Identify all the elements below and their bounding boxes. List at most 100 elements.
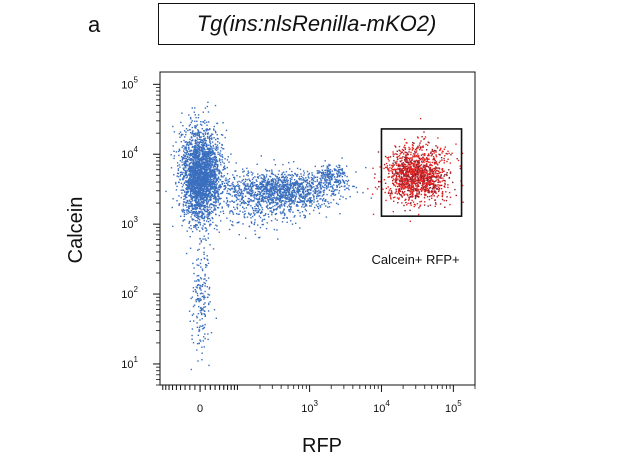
data-point — [391, 169, 394, 171]
data-point — [310, 179, 313, 181]
data-point — [201, 211, 203, 213]
data-point — [199, 319, 201, 321]
data-point — [427, 153, 430, 155]
data-point — [246, 183, 248, 185]
data-point — [300, 188, 302, 190]
data-point — [198, 205, 200, 207]
data-point — [278, 185, 280, 187]
data-point — [266, 196, 269, 198]
data-point — [216, 168, 219, 170]
data-point — [212, 171, 215, 173]
data-point — [212, 145, 214, 147]
data-point — [186, 180, 188, 183]
data-point — [226, 199, 229, 202]
data-point — [229, 212, 231, 214]
data-point — [297, 191, 299, 194]
data-point — [269, 191, 271, 193]
data-point — [336, 189, 338, 191]
data-point — [244, 202, 246, 204]
data-point — [210, 175, 212, 178]
data-point — [180, 196, 182, 199]
data-point — [309, 185, 312, 187]
data-point — [194, 144, 197, 146]
data-point — [340, 174, 342, 176]
data-point — [212, 197, 215, 200]
data-point — [265, 195, 267, 197]
data-point — [275, 213, 277, 215]
data-point — [269, 194, 272, 196]
data-point — [197, 178, 199, 180]
data-point — [184, 141, 186, 143]
data-point — [291, 187, 293, 189]
data-point — [198, 248, 200, 251]
data-point — [265, 227, 268, 230]
data-point — [188, 178, 190, 181]
data-point — [211, 138, 213, 140]
data-point — [203, 172, 205, 174]
data-point — [306, 185, 308, 187]
data-point — [188, 169, 190, 171]
data-point — [178, 164, 181, 166]
data-point — [196, 201, 198, 203]
data-point — [324, 183, 327, 185]
data-point — [209, 180, 211, 182]
data-point — [178, 204, 180, 206]
data-point — [241, 190, 243, 192]
data-point — [195, 280, 198, 282]
data-point — [199, 177, 201, 179]
data-point — [207, 144, 210, 146]
data-point — [197, 179, 199, 181]
data-point — [196, 292, 199, 295]
data-point — [193, 154, 196, 157]
data-point — [217, 192, 219, 195]
data-point — [263, 218, 266, 221]
data-point — [187, 183, 189, 185]
data-point — [321, 203, 323, 206]
data-point — [188, 156, 191, 159]
data-point — [283, 208, 285, 210]
data-point — [215, 198, 218, 200]
data-point — [179, 131, 182, 133]
data-point — [229, 193, 231, 196]
data-point — [238, 180, 240, 183]
data-point — [212, 133, 214, 136]
data-point — [270, 207, 272, 210]
data-point — [253, 194, 256, 197]
data-point — [234, 194, 236, 197]
data-point — [190, 175, 192, 177]
data-point — [199, 123, 202, 126]
data-point — [333, 173, 335, 175]
data-point — [235, 189, 237, 191]
data-point — [213, 159, 216, 161]
data-point — [293, 188, 295, 190]
data-point — [195, 178, 198, 180]
data-point — [222, 122, 224, 124]
data-point — [176, 175, 178, 177]
data-point — [309, 205, 311, 207]
data-point — [195, 203, 197, 205]
data-point — [217, 181, 220, 183]
data-point — [191, 200, 193, 202]
data-point — [206, 121, 208, 123]
data-point — [208, 121, 210, 123]
data-point — [179, 175, 181, 177]
data-point — [223, 166, 225, 168]
data-point — [217, 199, 219, 201]
data-point — [204, 163, 206, 165]
data-point — [338, 169, 340, 171]
data-point — [194, 147, 196, 149]
data-point — [341, 157, 343, 159]
data-point — [236, 222, 238, 224]
data-point — [192, 150, 195, 152]
data-point — [272, 182, 274, 184]
data-point — [324, 184, 326, 186]
data-point — [325, 199, 327, 201]
data-point — [183, 198, 185, 201]
data-point — [189, 167, 192, 170]
data-point — [301, 204, 304, 206]
data-point — [197, 167, 199, 169]
data-point — [296, 188, 298, 190]
data-point — [269, 186, 271, 188]
data-point — [200, 192, 202, 194]
data-point — [204, 323, 206, 326]
